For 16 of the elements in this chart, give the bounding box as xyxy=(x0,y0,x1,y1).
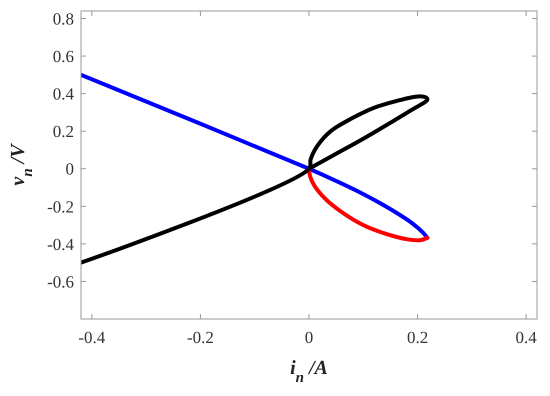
y-tick-label: 0.2 xyxy=(52,122,74,142)
x-tick-label: 0.2 xyxy=(406,328,428,347)
y-tick-label: -0.2 xyxy=(47,197,74,216)
line-series xyxy=(81,72,430,240)
line-series xyxy=(81,94,430,265)
x-tick-label: 0 xyxy=(304,328,314,347)
y-tick-label: 0.6 xyxy=(52,47,74,66)
y-tick-label: 0.8 xyxy=(52,9,74,28)
x-tick-label: -0.4 xyxy=(78,328,106,347)
y-tick-label: 0 xyxy=(66,160,74,179)
x-tick-label: -0.2 xyxy=(186,328,214,347)
y-tick-label: -0.6 xyxy=(47,272,74,292)
y-tick-label: -0.4 xyxy=(47,234,74,254)
y-tick-label: 0.4 xyxy=(52,84,74,104)
x-tick-label: 0.4 xyxy=(516,328,538,347)
x-axis-title: i$_{n}$ /A xyxy=(290,357,328,386)
